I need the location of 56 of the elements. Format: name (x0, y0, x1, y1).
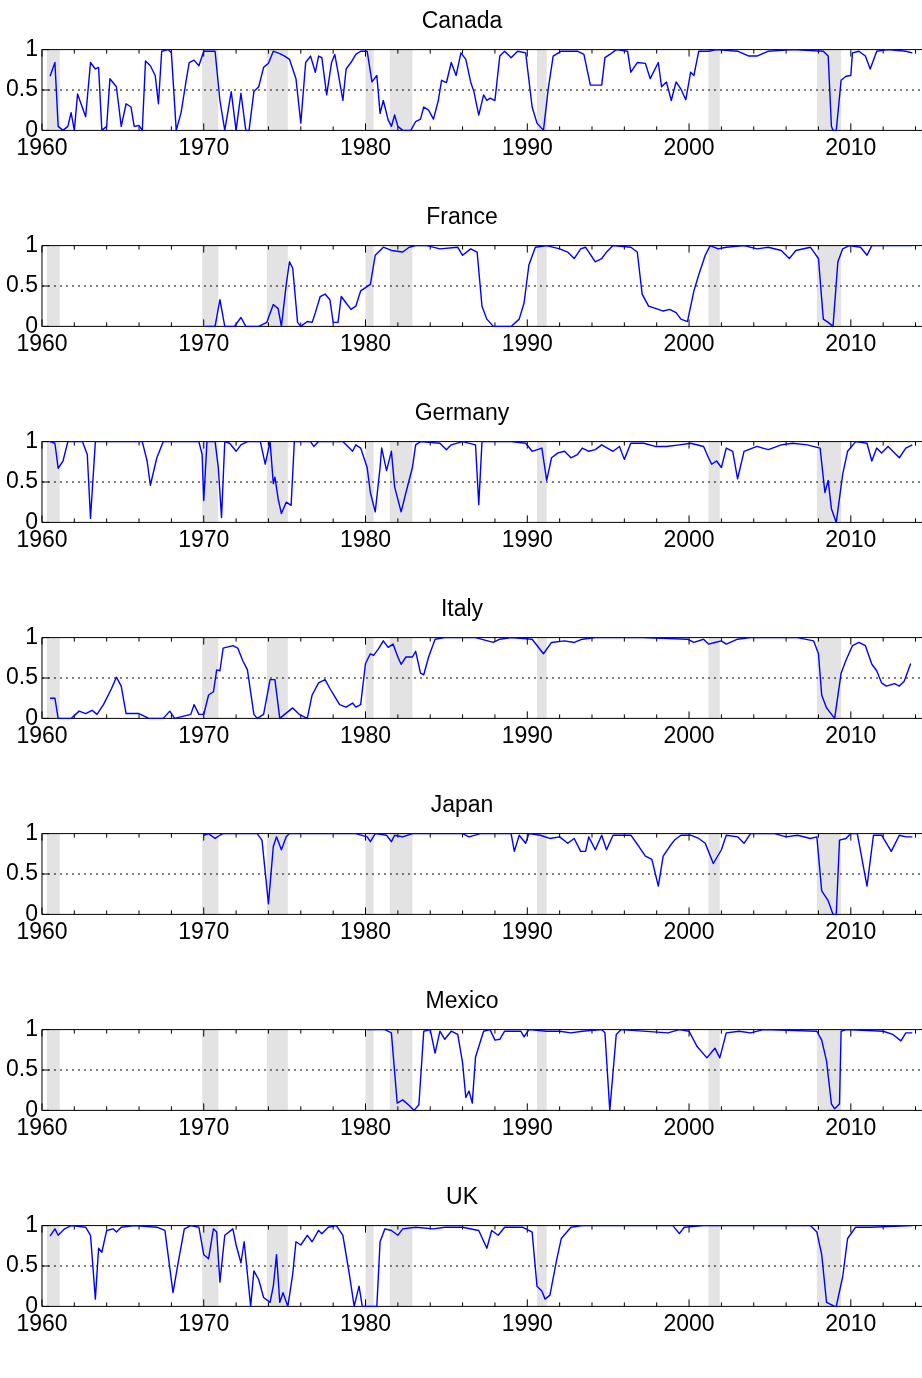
x-tick-label: 1990 (501, 525, 553, 552)
chart-title: Italy (440, 595, 484, 622)
x-tick-label: 1990 (501, 721, 553, 748)
x-tick-label: 2000 (663, 133, 715, 160)
x-tick-label: 2000 (663, 1309, 715, 1336)
x-tick-label: 1990 (501, 133, 553, 160)
chart-title: Germany (414, 399, 510, 426)
x-tick-label: 2000 (663, 721, 715, 748)
x-tick-label: 1980 (339, 133, 392, 160)
x-tick-label: 1980 (339, 721, 392, 748)
x-tick-label: 1980 (339, 329, 392, 356)
y-tick-label: 1 (25, 1014, 38, 1041)
chart-title: Japan (430, 791, 494, 818)
x-tick-label: 2010 (825, 1113, 877, 1140)
y-tick-label: 0.5 (5, 467, 38, 494)
x-tick-label: 2010 (825, 329, 877, 356)
x-tick-label: 1990 (501, 917, 553, 944)
x-tick-label: 1970 (178, 329, 230, 356)
x-tick-label: 2000 (663, 1113, 715, 1140)
y-tick-label: 1 (25, 818, 38, 845)
y-tick-label: 0.5 (5, 859, 38, 886)
x-tick-label: 2010 (825, 133, 877, 160)
x-tick-label: 2010 (825, 721, 877, 748)
x-tick-label: 1980 (339, 525, 392, 552)
y-tick-label: 1 (25, 1210, 38, 1237)
x-tick-label: 1970 (178, 525, 230, 552)
y-tick-label: 1 (25, 34, 38, 61)
y-tick-label: 1 (25, 230, 38, 257)
x-tick-label: 2010 (825, 525, 877, 552)
chart-title: UK (446, 1183, 479, 1210)
x-tick-label: 2000 (663, 525, 715, 552)
y-tick-label: 1 (25, 622, 38, 649)
x-tick-label: 1970 (178, 1113, 230, 1140)
x-tick-label: 1990 (501, 1113, 553, 1140)
x-tick-label: 1980 (339, 1309, 392, 1336)
x-tick-label: 1970 (178, 1309, 230, 1336)
x-tick-label: 1970 (178, 917, 230, 944)
x-tick-label: 1970 (178, 133, 230, 160)
chart-title: Canada (421, 7, 503, 34)
x-tick-label: 1990 (501, 329, 553, 356)
y-tick-label: 1 (25, 426, 38, 453)
x-tick-label: 2000 (663, 917, 715, 944)
x-tick-label: 2010 (825, 917, 877, 944)
x-tick-label: 2000 (663, 329, 715, 356)
x-tick-label: 1970 (178, 721, 230, 748)
y-tick-label: 0.5 (5, 75, 38, 102)
x-tick-label: 1980 (339, 1113, 392, 1140)
y-tick-label: 0.5 (5, 271, 38, 298)
x-tick-label: 1980 (339, 917, 392, 944)
y-tick-label: 0.5 (5, 1055, 38, 1082)
chart-title: Mexico (425, 987, 499, 1014)
x-tick-label: 1990 (501, 1309, 553, 1336)
x-tick-label: 2010 (825, 1309, 877, 1336)
y-tick-label: 0.5 (5, 663, 38, 690)
chart-title: France (426, 203, 498, 230)
y-tick-label: 0.5 (5, 1251, 38, 1278)
